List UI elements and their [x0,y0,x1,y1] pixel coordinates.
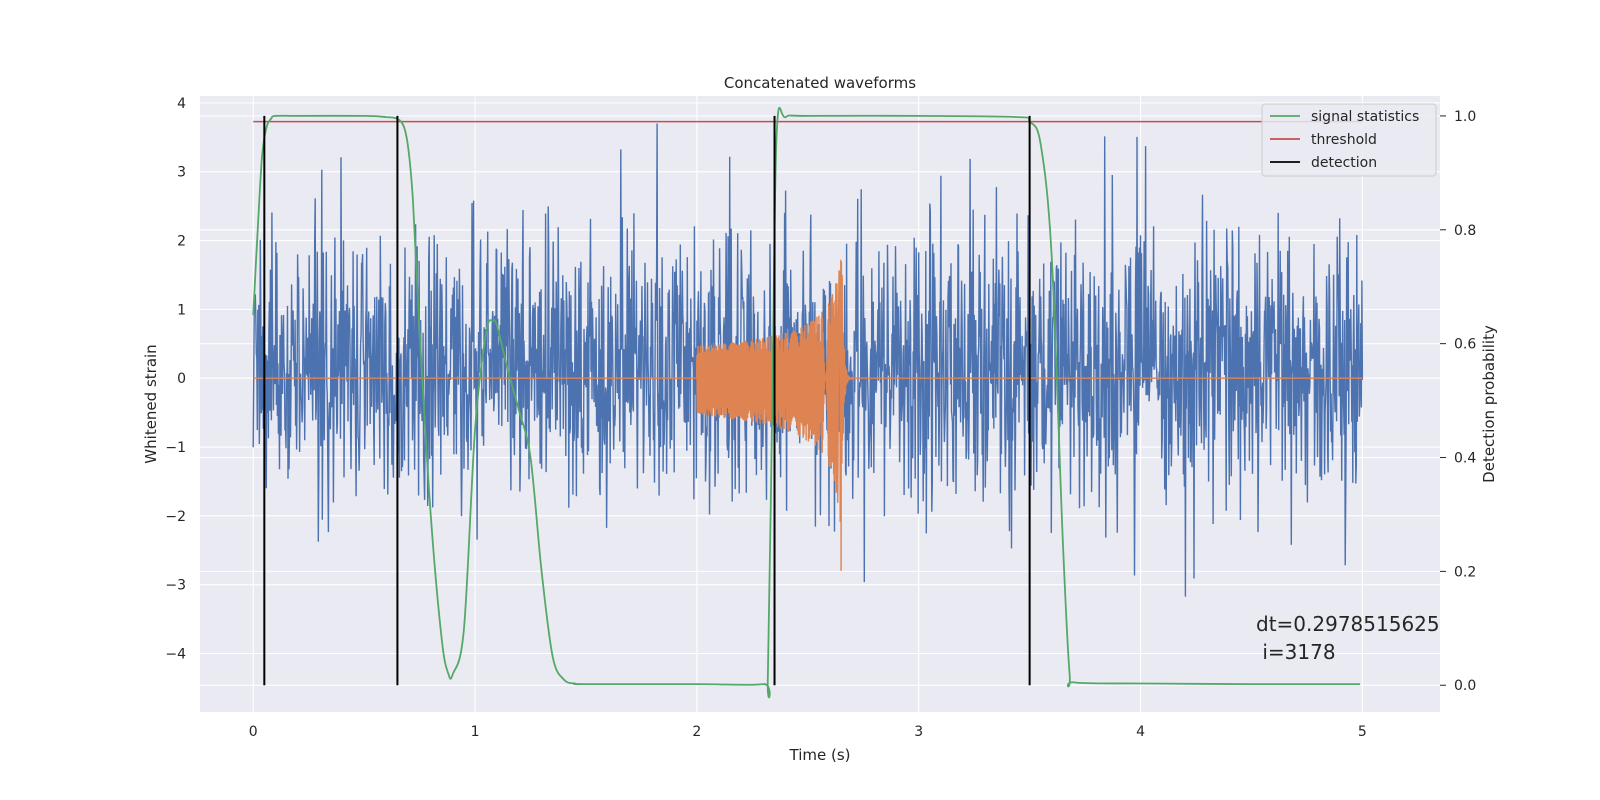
y-left-tick-label: 3 [177,165,186,181]
y-left-tick-label: −4 [165,646,186,662]
annotation: dt=0.2978515625 i=3178 [1256,612,1440,664]
signal-line [253,259,1363,571]
x-axis-label: Time (s) [789,746,851,764]
y-left-tick-label: 4 [177,96,186,112]
signal-series [253,259,1363,571]
x-tick-label: 5 [1358,724,1367,740]
y-right-tick-label: 0.6 [1454,337,1476,353]
x-tick-label: 0 [249,724,258,740]
y-left-tick-label: −1 [165,440,186,456]
y-right-tick-label: 0.0 [1454,678,1476,694]
y-left-tick-label: −2 [165,509,186,525]
legend: signal statistics threshold detection [1261,103,1437,177]
y-right-tick-label: 1.0 [1454,109,1476,125]
annotation-i: i=3178 [1256,640,1336,664]
chart-title: Concatenated waveforms [724,74,916,92]
y-axis-label-right: Detection probability [1480,325,1498,483]
annotation-dt: dt=0.2978515625 [1256,612,1440,636]
legend-label-detection: detection [1311,155,1377,171]
x-tick-label: 2 [692,724,701,740]
y-left-tick-label: 2 [177,234,186,250]
y-left-tick-label: 1 [177,302,186,318]
legend-box [1261,103,1437,177]
y-left-tick-label: −3 [165,578,186,594]
y-left-tick-label: 0 [177,371,186,387]
axes-layer: 0 1 2 3 4 5 4 3 2 1 0 −1 −2 −3 −4 1.0 0.8 0.6 0.4 0.2 0.0 [165,96,1476,740]
detection-lines [263,115,1031,686]
legend-label-threshold: threshold [1311,132,1377,148]
x-tick-label: 3 [914,724,923,740]
y-right-tick-label: 0.4 [1454,451,1476,467]
y-axis-label-left: Whitened strain [142,344,160,463]
legend-label-statistics: signal statistics [1311,109,1419,125]
x-tick-label: 1 [471,724,480,740]
y-right-tick-label: 0.8 [1454,223,1476,239]
y-right-tick-label: 0.2 [1454,564,1476,580]
x-tick-label: 4 [1136,724,1145,740]
